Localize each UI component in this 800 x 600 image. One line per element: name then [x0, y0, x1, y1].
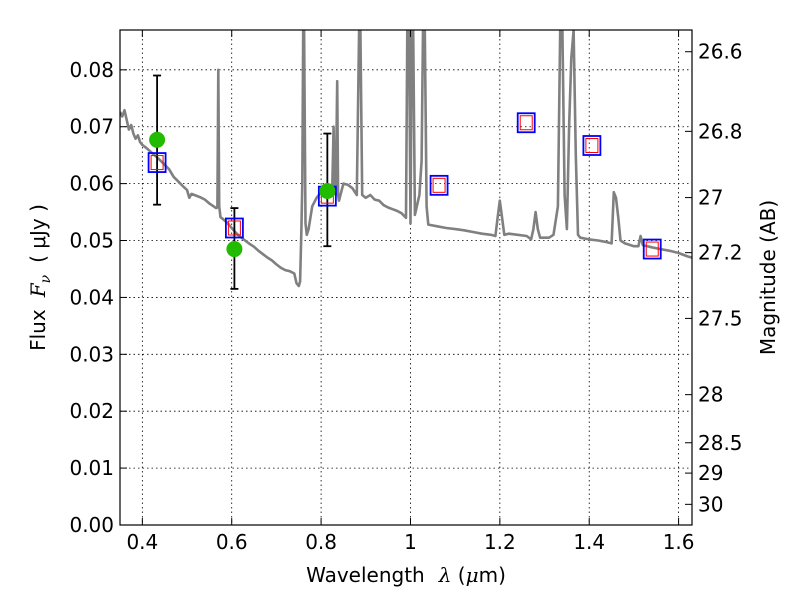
model-point-inner-box [645, 241, 659, 257]
y-tick-label: 0.02 [69, 399, 114, 423]
right-tick-label: 30 [698, 492, 723, 516]
model-point-outer-box [429, 174, 449, 196]
y-tick-label: 0.01 [69, 456, 114, 480]
plot-frame [119, 29, 693, 526]
x-tick-label: 1 [404, 530, 417, 554]
observed-photometry-point [149, 131, 166, 148]
right-tick-label: 26.6 [698, 40, 743, 64]
model-point-outer-box [224, 217, 244, 239]
y-tick-label: 0.06 [69, 172, 114, 196]
right-tick-label: 27 [698, 186, 723, 210]
y-tick-label: 0.00 [69, 513, 114, 537]
observed-photometry-point [319, 183, 336, 200]
y-tick-label: 0.03 [69, 342, 114, 366]
spectrum-layer [120, 30, 692, 288]
y-tick-labels: 0.00 0.01 0.02 0.03 0.04 0.05 0.06 0.07 0.08 [69, 58, 114, 537]
model-spectrum-line [120, 30, 692, 288]
x-tick-labels: 0.4 0.6 0.8 1 1.2 1.4 1.6 [126, 530, 694, 554]
tick-marks [120, 30, 692, 526]
model-point-outer-box [147, 152, 167, 173]
right-tick-label: 27.2 [698, 241, 743, 265]
model-point-inner-box [519, 115, 533, 131]
right-tick-labels: 26.6 26.8 27 27.2 27.5 28 28.5 29 30 [698, 40, 743, 517]
y-tick-label: 0.04 [69, 285, 114, 309]
x-tick-label: 0.4 [126, 530, 158, 554]
model-point-inner-box [227, 220, 241, 236]
model-photometry-point [582, 135, 602, 156]
model-photometry-point [429, 174, 449, 196]
y-tick-label: 0.07 [69, 115, 114, 139]
y-axis-title: FluxFν( μJy ) [26, 204, 54, 351]
x-tick-label: 1.2 [484, 530, 516, 554]
right-axis-title: Magnitude (AB) [756, 200, 780, 355]
model-photometry-point [516, 112, 536, 134]
model-photometry-point [642, 238, 662, 260]
x-tick-label: 0.8 [305, 530, 337, 554]
model-point-outer-box [516, 112, 536, 134]
right-tick-label: 26.8 [698, 119, 743, 143]
model-point-inner-box [150, 155, 164, 171]
right-tick-label: 28 [698, 383, 723, 407]
x-tick-label: 1.4 [573, 530, 605, 554]
y-tick-label: 0.08 [69, 58, 114, 82]
right-tick-label: 28.5 [698, 431, 743, 455]
right-tick-label: 29 [698, 461, 723, 485]
right-tick-label: 27.5 [698, 306, 743, 330]
observed-photometry-layer [149, 131, 336, 258]
model-point-inner-box [585, 138, 599, 153]
model-photometry-point [147, 152, 167, 173]
observed-photometry-point [226, 241, 243, 258]
model-photometry-layer [147, 112, 662, 260]
x-axis-title: Wavelength λ (μm) [306, 563, 506, 587]
x-tick-label: 0.6 [216, 530, 248, 554]
model-point-outer-box [642, 238, 662, 260]
model-photometry-point [224, 217, 244, 239]
model-point-outer-box [582, 135, 602, 156]
x-tick-label: 1.6 [663, 530, 695, 554]
y-tick-label: 0.05 [69, 229, 114, 253]
model-point-inner-box [432, 177, 446, 193]
